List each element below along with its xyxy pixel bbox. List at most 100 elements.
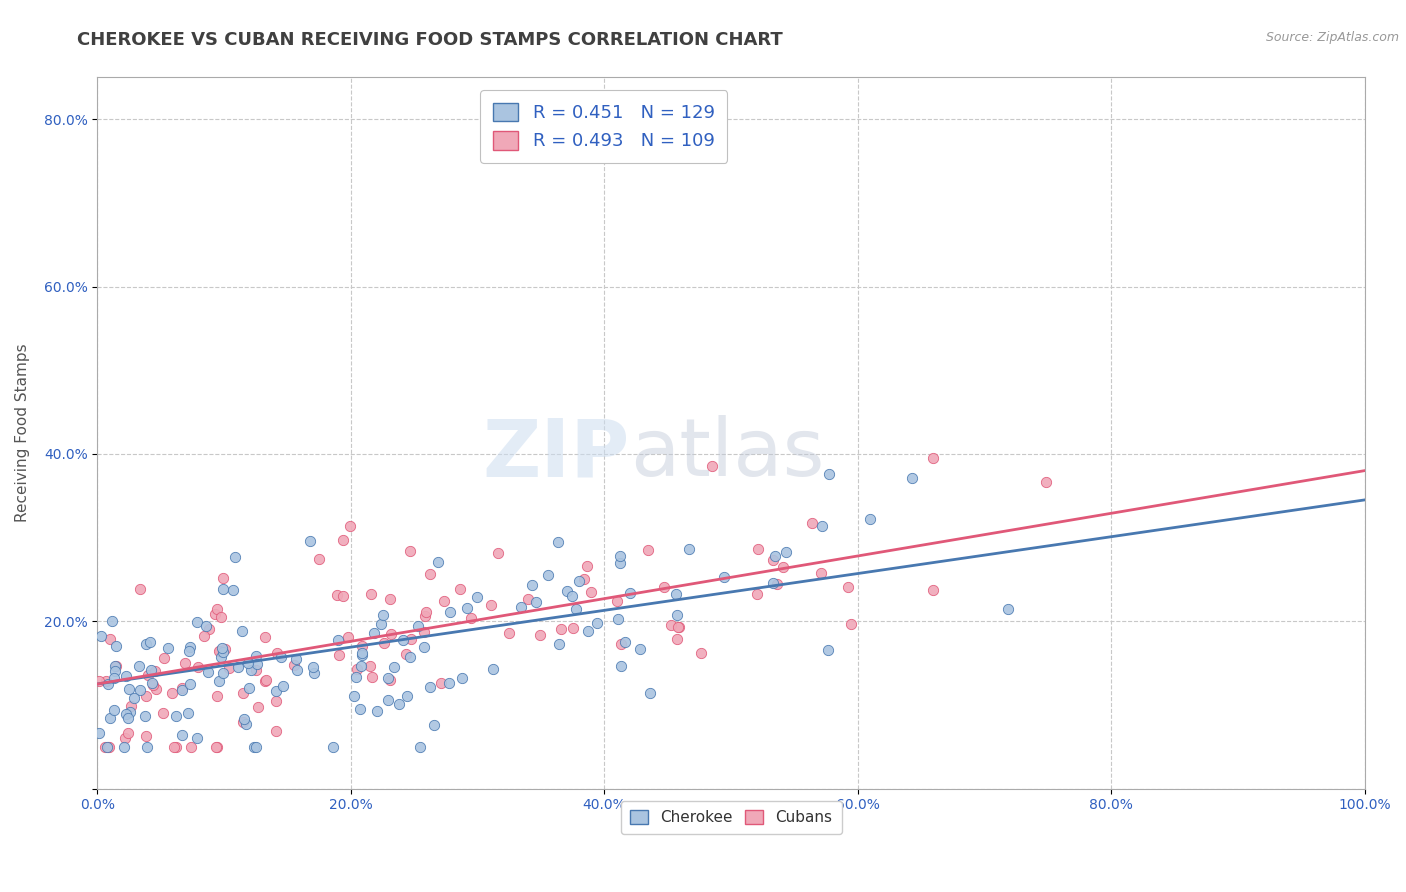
Point — [235, 717, 257, 731]
Point — [172, 728, 194, 742]
Point — [449, 582, 471, 596]
Point — [114, 706, 136, 721]
Point — [94, 739, 117, 754]
Point — [105, 659, 128, 673]
Point — [122, 691, 145, 706]
Point — [136, 739, 159, 754]
Point — [628, 642, 651, 657]
Point — [610, 659, 633, 673]
Point — [486, 546, 509, 560]
Point — [142, 678, 165, 692]
Point — [399, 650, 422, 665]
Point — [456, 600, 478, 615]
Point — [103, 671, 125, 685]
Point — [761, 576, 783, 591]
Point — [762, 553, 785, 567]
Point — [350, 658, 373, 673]
Point — [209, 650, 232, 665]
Point — [858, 512, 880, 526]
Text: atlas: atlas — [630, 416, 824, 493]
Point — [370, 617, 392, 632]
Point — [136, 668, 159, 682]
Point — [100, 614, 122, 628]
Point — [775, 545, 797, 559]
Point — [96, 739, 118, 754]
Point — [378, 673, 401, 687]
Point — [352, 647, 374, 661]
Point — [266, 646, 288, 660]
Point — [575, 559, 598, 574]
Point — [413, 624, 436, 639]
Point — [266, 724, 288, 739]
Point — [186, 615, 208, 629]
Point — [772, 559, 794, 574]
Point — [344, 670, 367, 684]
Point — [562, 620, 585, 634]
Point — [271, 679, 294, 693]
Point — [214, 642, 236, 657]
Point — [678, 541, 700, 556]
Point — [659, 617, 682, 632]
Point — [212, 571, 235, 585]
Point — [245, 663, 267, 677]
Point — [197, 665, 219, 679]
Point — [90, 629, 112, 643]
Point — [360, 670, 382, 684]
Point — [366, 704, 388, 718]
Point — [439, 605, 461, 619]
Point — [117, 726, 139, 740]
Point — [747, 541, 769, 556]
Point — [218, 660, 240, 674]
Point — [997, 601, 1019, 615]
Point — [165, 739, 187, 754]
Point — [322, 739, 344, 754]
Point — [665, 587, 688, 601]
Point — [609, 549, 631, 564]
Point — [668, 620, 690, 634]
Point — [537, 568, 560, 582]
Point — [713, 570, 735, 584]
Point — [568, 574, 591, 588]
Point — [186, 731, 208, 745]
Point — [350, 640, 373, 654]
Point — [176, 706, 198, 720]
Point — [302, 659, 325, 673]
Point — [141, 663, 163, 677]
Point — [98, 739, 121, 754]
Point — [97, 739, 120, 754]
Point — [238, 681, 260, 695]
Point — [172, 683, 194, 698]
Point — [145, 681, 167, 696]
Point — [232, 715, 254, 730]
Point — [352, 648, 374, 663]
Text: ZIP: ZIP — [482, 416, 630, 493]
Point — [193, 629, 215, 643]
Point — [810, 566, 832, 580]
Point — [211, 665, 233, 680]
Point — [498, 626, 520, 640]
Point — [98, 632, 121, 646]
Point — [326, 588, 349, 602]
Point — [239, 663, 262, 677]
Point — [371, 608, 394, 623]
Point — [609, 557, 631, 571]
Point — [232, 686, 254, 700]
Point — [576, 624, 599, 639]
Point — [253, 674, 276, 689]
Point — [388, 698, 411, 712]
Point — [298, 533, 321, 548]
Point — [439, 676, 461, 690]
Point — [837, 580, 859, 594]
Point — [343, 690, 366, 704]
Point — [520, 578, 543, 592]
Point — [555, 583, 578, 598]
Point — [332, 589, 354, 603]
Point — [409, 739, 432, 754]
Point — [128, 659, 150, 673]
Point — [128, 582, 150, 596]
Point — [198, 623, 221, 637]
Point — [429, 676, 451, 690]
Point — [98, 711, 121, 725]
Point — [346, 661, 368, 675]
Point — [246, 657, 269, 671]
